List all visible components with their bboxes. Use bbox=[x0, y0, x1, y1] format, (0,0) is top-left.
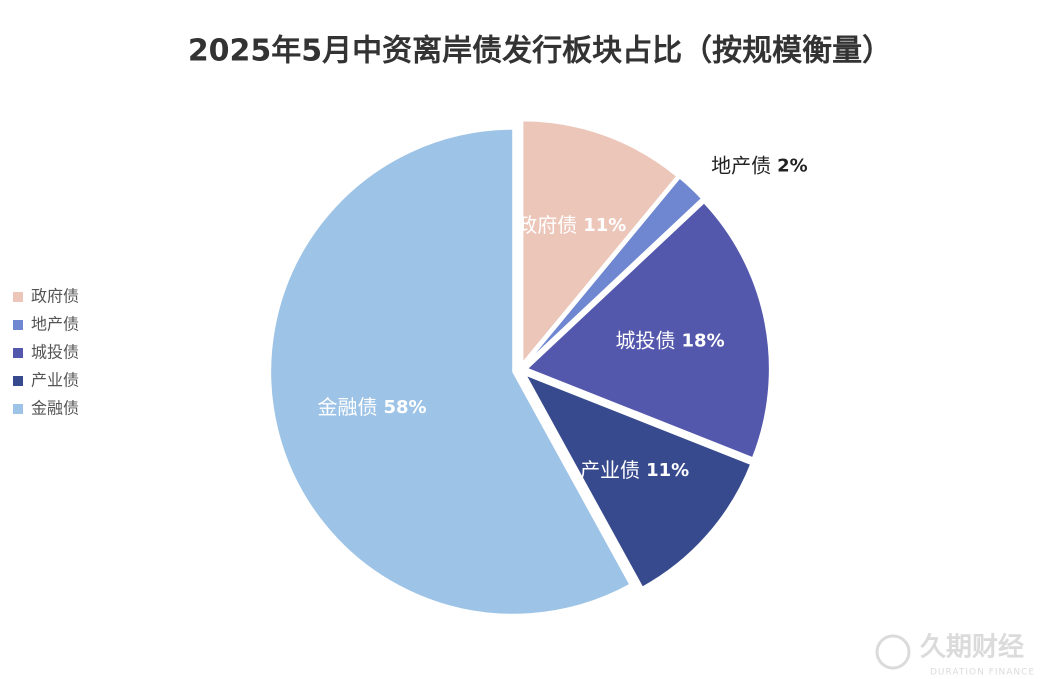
legend-label: 地产债 bbox=[31, 315, 79, 334]
legend-swatch bbox=[13, 292, 23, 302]
watermark-subtitle: DURATION FINANCE bbox=[930, 668, 1035, 678]
data-label-category: 产业债 bbox=[580, 458, 640, 482]
pie-slice bbox=[521, 119, 679, 367]
watermark-name: 久期财经 bbox=[920, 632, 1024, 663]
watermark: 久期财经 DURATION FINANCE bbox=[875, 632, 1035, 678]
watermark-logo bbox=[875, 634, 911, 670]
data-label-value: 2% bbox=[777, 156, 808, 177]
data-label-value: 11% bbox=[646, 460, 689, 481]
data-label: 城投债 18% bbox=[616, 328, 725, 352]
pie-slice bbox=[523, 372, 753, 589]
data-label-category: 城投债 bbox=[616, 328, 676, 352]
pie-slice bbox=[269, 127, 632, 616]
data-label-category: 政府债 bbox=[517, 213, 577, 237]
pie-slice bbox=[524, 176, 704, 366]
chart-title: 2025年5月中资离岸债发行板块占比（按规模衡量） bbox=[188, 34, 892, 69]
legend-label: 金融债 bbox=[31, 399, 79, 418]
legend-swatch bbox=[13, 348, 23, 358]
legend-label: 政府债 bbox=[31, 287, 79, 306]
data-label-value: 18% bbox=[682, 330, 725, 351]
legend-swatch bbox=[13, 320, 23, 330]
legend-label: 城投债 bbox=[31, 343, 79, 362]
data-label: 地产债 2% bbox=[711, 153, 808, 177]
legend-swatch bbox=[13, 376, 23, 386]
data-label-value: 11% bbox=[583, 215, 626, 236]
legend-swatch bbox=[13, 404, 23, 414]
data-label-category: 地产债 bbox=[711, 153, 771, 177]
data-label: 政府债 11% bbox=[517, 213, 626, 237]
data-label-value: 58% bbox=[383, 397, 426, 418]
data-label: 金融债 58% bbox=[317, 394, 426, 418]
pie-slice bbox=[525, 200, 771, 460]
legend-label: 产业债 bbox=[31, 371, 79, 390]
data-label-category: 金融债 bbox=[317, 394, 377, 418]
data-label: 产业债 11% bbox=[580, 458, 689, 482]
